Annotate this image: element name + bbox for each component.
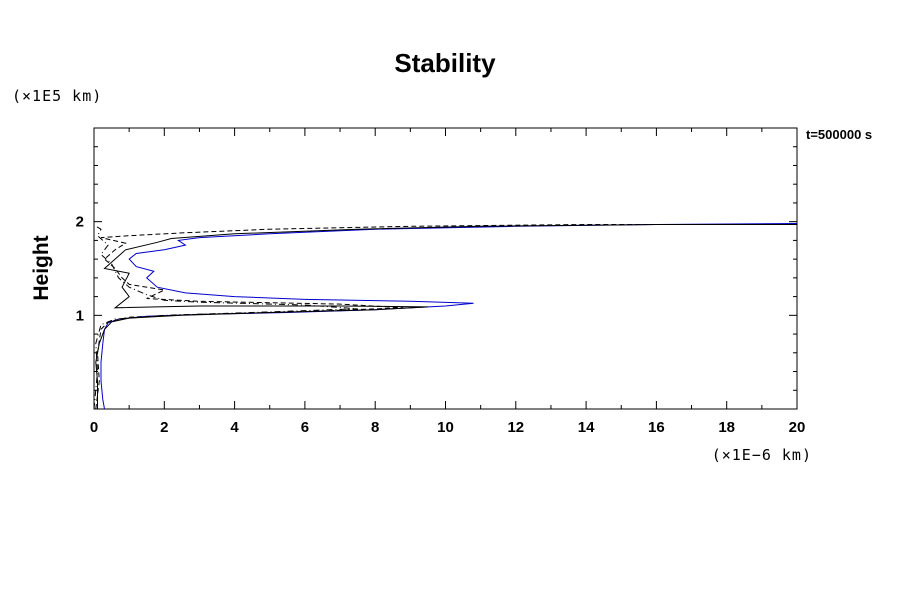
axis-ticks	[93, 127, 798, 410]
x-tick-label: 16	[648, 419, 665, 436]
x-tick-label: 4	[230, 419, 239, 436]
series-line-3	[95, 224, 797, 410]
series-line-2	[95, 224, 797, 409]
x-tick-label: 0	[90, 419, 98, 436]
plot-frame	[93, 127, 798, 410]
x-tick-label: 8	[371, 419, 379, 436]
series-group	[93, 223, 798, 410]
x-tick-label: 14	[578, 419, 595, 436]
x-tick-label: 12	[507, 419, 524, 436]
time-label: t=500000 s	[806, 127, 872, 142]
x-tick-label: 10	[437, 419, 454, 436]
x-tick-label: 6	[301, 419, 309, 436]
series-line-1	[100, 223, 798, 410]
y-unit-label: (×1E5 km)	[12, 87, 102, 105]
x-tick-label: 20	[789, 419, 806, 436]
series-line-4	[93, 225, 358, 410]
x-unit-label: (×1E−6 km)	[712, 446, 812, 464]
y-tick-label: 1	[76, 307, 84, 324]
x-tick-label: 2	[160, 419, 168, 436]
y-axis-label: Height	[30, 235, 53, 300]
chart-title: Stability	[394, 48, 496, 78]
x-tick-label: 18	[718, 419, 735, 436]
y-tick-label: 2	[76, 214, 84, 231]
